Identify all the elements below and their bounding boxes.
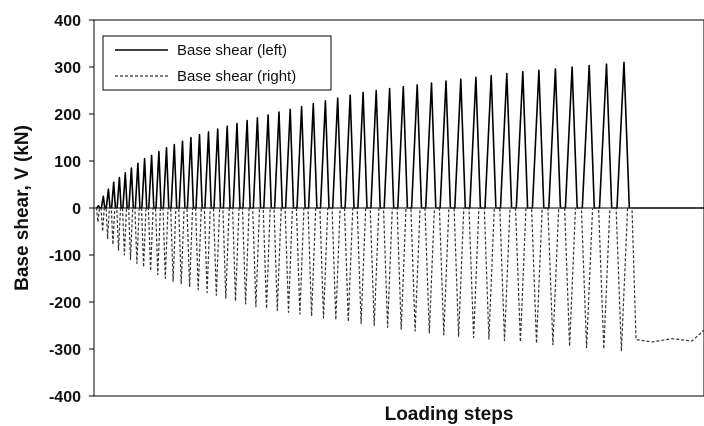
legend-label-right: Base shear (right) xyxy=(177,68,296,85)
y-tick-label: -300 xyxy=(49,342,81,359)
y-axis-title: Base shear, V (kN) xyxy=(12,125,33,291)
y-tick-label: 300 xyxy=(54,60,81,77)
legend: Base shear (left) Base shear (right) xyxy=(102,35,332,91)
y-tick-label: -400 xyxy=(49,389,81,406)
y-tick-label: -200 xyxy=(49,295,81,312)
y-tick-label: 400 xyxy=(54,13,81,30)
series-base-shear-right-line xyxy=(95,207,704,352)
y-tick-label: 100 xyxy=(54,154,81,171)
y-tick-label: 0 xyxy=(72,201,81,218)
y-tick-label: 200 xyxy=(54,107,81,124)
y-tick-labels: 400 300 200 100 0 -100 -200 -300 -400 xyxy=(49,13,94,406)
plot-area xyxy=(93,19,704,397)
x-axis-title: Loading steps xyxy=(385,404,514,425)
legend-label-left: Base shear (left) xyxy=(177,42,287,59)
legend-box xyxy=(102,35,332,91)
y-tick-label: -100 xyxy=(49,248,81,265)
